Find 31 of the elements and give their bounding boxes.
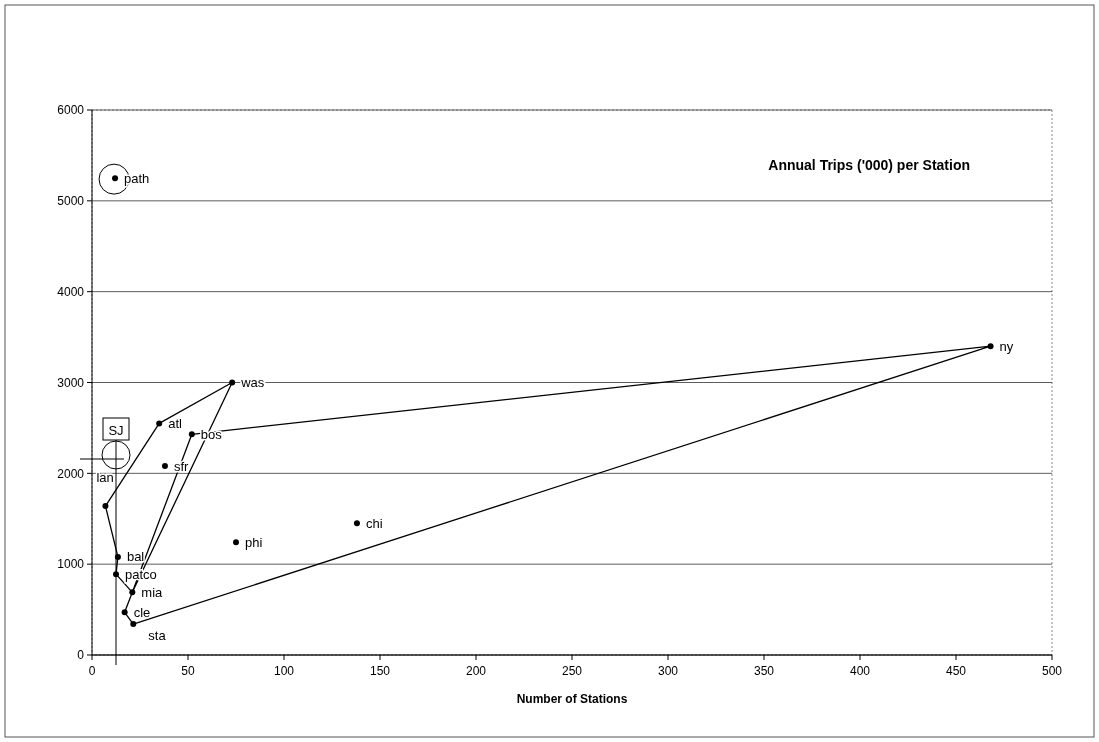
annotation: ny — [999, 338, 1014, 354]
x-tick-label: 400 — [849, 664, 871, 678]
annotation: mia — [141, 584, 164, 600]
annotation: lan — [96, 470, 114, 486]
annotation: SJ — [108, 422, 124, 438]
annotation: atl — [168, 415, 183, 431]
x-tick-label: 500 — [1041, 664, 1063, 678]
y-tick-label: 6000 — [57, 103, 85, 118]
y-tick-label: 5000 — [57, 194, 85, 209]
y-tick-label: 0 — [77, 648, 85, 663]
y-tick-label: 1000 — [57, 557, 85, 572]
x-tick-label: 150 — [369, 664, 391, 678]
x-tick-label: 200 — [465, 664, 487, 678]
x-tick-label: 300 — [657, 664, 679, 678]
y-tick-label: 3000 — [57, 375, 85, 390]
x-tick-label: 0 — [88, 664, 96, 678]
x-tick-label: 250 — [561, 664, 583, 678]
text: Annual Trips ('000) per Station — [768, 157, 970, 173]
annotation: chi — [365, 515, 383, 531]
x-tick-label: 100 — [273, 664, 295, 678]
annotation: sta — [148, 628, 167, 644]
annotation: cle — [133, 604, 151, 620]
y-tick-label: 2000 — [57, 466, 85, 481]
annotation: bal — [126, 549, 145, 565]
x-tick-label: 50 — [181, 664, 195, 678]
annotation: path — [124, 170, 150, 186]
x-tick-label: 450 — [945, 664, 967, 678]
annotation: phi — [245, 534, 263, 550]
x-axis-title: Number of Stations — [516, 692, 628, 706]
x-tick-label: 350 — [753, 664, 775, 678]
y-tick-label: 4000 — [57, 284, 85, 299]
